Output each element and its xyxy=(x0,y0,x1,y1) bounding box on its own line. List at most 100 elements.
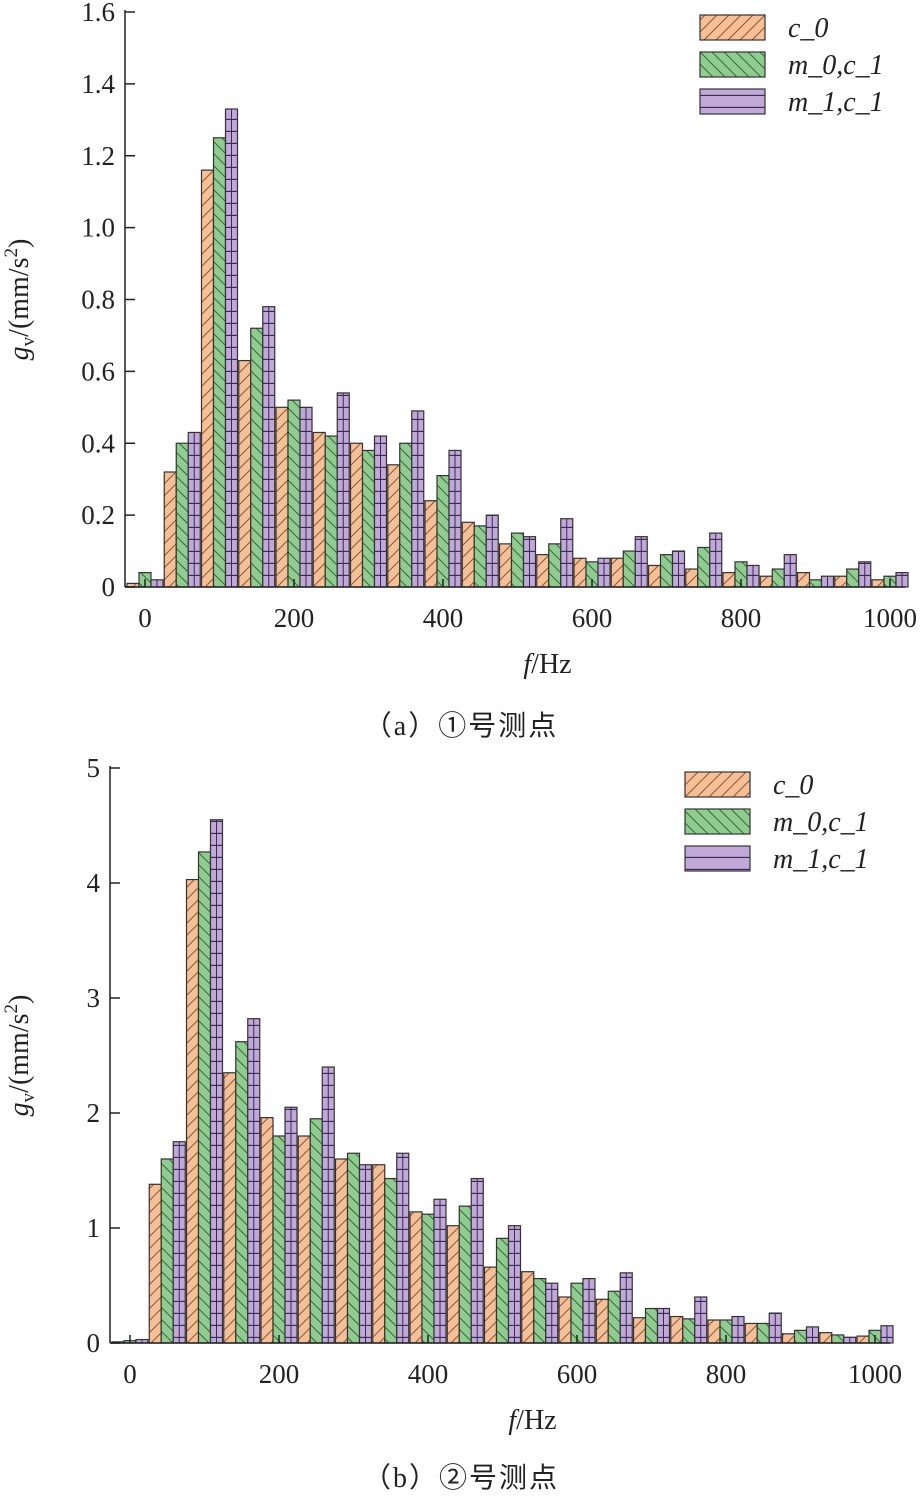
bar-m-0-c-1-900 xyxy=(793,1329,808,1344)
bar-c-0-950 xyxy=(834,575,848,588)
y-tick-label: 1.6 xyxy=(81,0,115,27)
y-label-unit: /(mm/s xyxy=(4,1013,35,1092)
x-label-unit: /Hz xyxy=(531,649,571,680)
bar-m-0-c-1-200 xyxy=(272,1135,286,1344)
x-tick-label: 0 xyxy=(123,1359,137,1389)
bar-m-0-c-1-250 xyxy=(309,1118,323,1344)
y-tick-label: 3 xyxy=(87,983,101,1013)
bar-c-0-550 xyxy=(521,1271,535,1344)
y-label-symbol: g xyxy=(4,346,35,360)
y-tick-label: 0 xyxy=(102,572,116,602)
bar-c-0-800 xyxy=(722,572,736,588)
legend-label-1: m_0,c_1 xyxy=(773,807,869,838)
bar-c-0-250 xyxy=(312,431,326,588)
y-tick-label: 0 xyxy=(87,1328,101,1358)
x-label-unit: /Hz xyxy=(516,1405,556,1436)
bar-m-0-c-1-550 xyxy=(533,1277,547,1344)
y-tick-label: 2 xyxy=(87,1098,101,1128)
y-tick-label: 1.4 xyxy=(81,69,115,99)
bar-c-0-750 xyxy=(685,568,699,588)
bar-m-0-c-1-850 xyxy=(756,1322,770,1344)
bar-c-0-550 xyxy=(536,554,550,588)
chart-a: 0 0.2 0.4 0.6 0.8 1.0 1.2 1.4 1.6 0 200 400 600 800 10… xyxy=(1,0,917,680)
bar-m-0-c-1-100 xyxy=(197,851,212,1344)
y-label-subscript: v xyxy=(18,1092,39,1102)
bar-c-0-200 xyxy=(260,1117,274,1344)
x-tick-label: 800 xyxy=(706,1359,747,1389)
x-tick-label: 800 xyxy=(721,603,762,633)
y-tick-label: 4 xyxy=(87,868,101,898)
legend-swatch-1 xyxy=(684,808,751,835)
y-axis-label: gv/(mm/s2) xyxy=(1,995,39,1117)
bar-m-0-c-1-650 xyxy=(607,1290,621,1344)
y-tick-label: 0.4 xyxy=(81,428,115,458)
x-tick-label: 0 xyxy=(138,603,152,633)
bar-c-0-150 xyxy=(223,1072,237,1344)
legend-label-1: m_0,c_1 xyxy=(788,50,884,81)
bar-c-0-350 xyxy=(387,464,401,588)
x-axis-label: f/Hz xyxy=(523,649,571,680)
y-label-unit: /(mm/s xyxy=(4,257,35,336)
bar-m-0-c-1-850 xyxy=(771,568,785,588)
bar-c-0-950 xyxy=(819,1332,833,1344)
bar-c-0-350 xyxy=(372,1164,386,1344)
caption-a: （a）①号测点 xyxy=(363,711,559,742)
bar-c-0-300 xyxy=(334,1158,349,1344)
bar-c-0-850 xyxy=(759,575,773,588)
bar-m-0-c-1-600 xyxy=(570,1282,584,1344)
bar-c-0-800 xyxy=(707,1319,721,1344)
bar-m-0-c-1-950 xyxy=(831,1334,845,1344)
bar-m-0-c-1-300 xyxy=(361,449,376,588)
bar-c-0-100 xyxy=(185,878,200,1344)
bar-c-0-250 xyxy=(297,1135,311,1344)
bar-c-0-200 xyxy=(275,406,289,588)
bar-m-0-c-1-700 xyxy=(644,1307,659,1344)
legend-label-2: m_1,c_1 xyxy=(788,87,884,118)
bar-c-0-450 xyxy=(446,1225,460,1344)
x-label-symbol: f xyxy=(508,1405,519,1436)
bar-m-0-c-1-750 xyxy=(697,546,711,588)
bar-m-0-c-1-50 xyxy=(160,1158,174,1344)
bar-m-0-c-1-50 xyxy=(175,442,189,588)
y-axis-label: gv/(mm/s2) xyxy=(1,239,39,361)
bar-m-0-c-1-350 xyxy=(384,1177,398,1344)
x-tick-label: 1000 xyxy=(848,1359,902,1389)
x-tick-label: 200 xyxy=(274,603,315,633)
x-tick-label: 400 xyxy=(408,1359,449,1389)
bar-m-0-c-1-400 xyxy=(436,474,450,588)
x-tick-label: 200 xyxy=(259,1359,300,1389)
bar-m-0-c-1-150 xyxy=(235,1041,249,1344)
bar-m-0-c-1-500 xyxy=(510,532,525,588)
y-tick-label: 0.2 xyxy=(81,500,115,530)
bar-m-0-c-1-650 xyxy=(622,550,636,588)
legend-swatch-0 xyxy=(684,771,751,798)
bar-c-0-400 xyxy=(409,1211,423,1344)
bar-c-0-450 xyxy=(461,521,475,588)
legend-label-2: m_1,c_1 xyxy=(773,844,869,875)
bar-m-0-c-1-950 xyxy=(846,568,860,588)
legend-label-0: c_0 xyxy=(773,770,813,801)
legend-label-0: c_0 xyxy=(788,13,828,44)
bar-c-0-900 xyxy=(796,572,811,588)
x-axis-label: f/Hz xyxy=(508,1405,556,1436)
y-label-superscript: 2 xyxy=(1,1004,22,1014)
y-label-close: ) xyxy=(4,239,35,248)
bar-m-0-c-1-350 xyxy=(399,442,413,588)
bar-c-0-1000 xyxy=(871,579,885,588)
bar-c-0-600 xyxy=(573,557,587,588)
y-label-symbol: g xyxy=(4,1102,35,1116)
bar-c-0-400 xyxy=(424,500,438,588)
bar-m-0-c-1-750 xyxy=(682,1318,696,1344)
bar-m-0-c-1-700 xyxy=(659,554,674,588)
y-label-subscript: v xyxy=(18,336,39,346)
bar-c-0-900 xyxy=(781,1333,796,1344)
bar-c-0-700 xyxy=(632,1317,647,1344)
y-tick-label: 0.8 xyxy=(81,285,115,315)
legend-swatch-1 xyxy=(699,51,766,78)
bar-c-0-50 xyxy=(148,1183,162,1344)
bar-m-0-c-1-300 xyxy=(346,1152,361,1344)
bar-c-0-600 xyxy=(558,1296,572,1344)
legend-swatch-2 xyxy=(699,88,766,115)
bar-c-0-100 xyxy=(200,169,215,588)
y-tick-label: 1.2 xyxy=(81,141,115,171)
